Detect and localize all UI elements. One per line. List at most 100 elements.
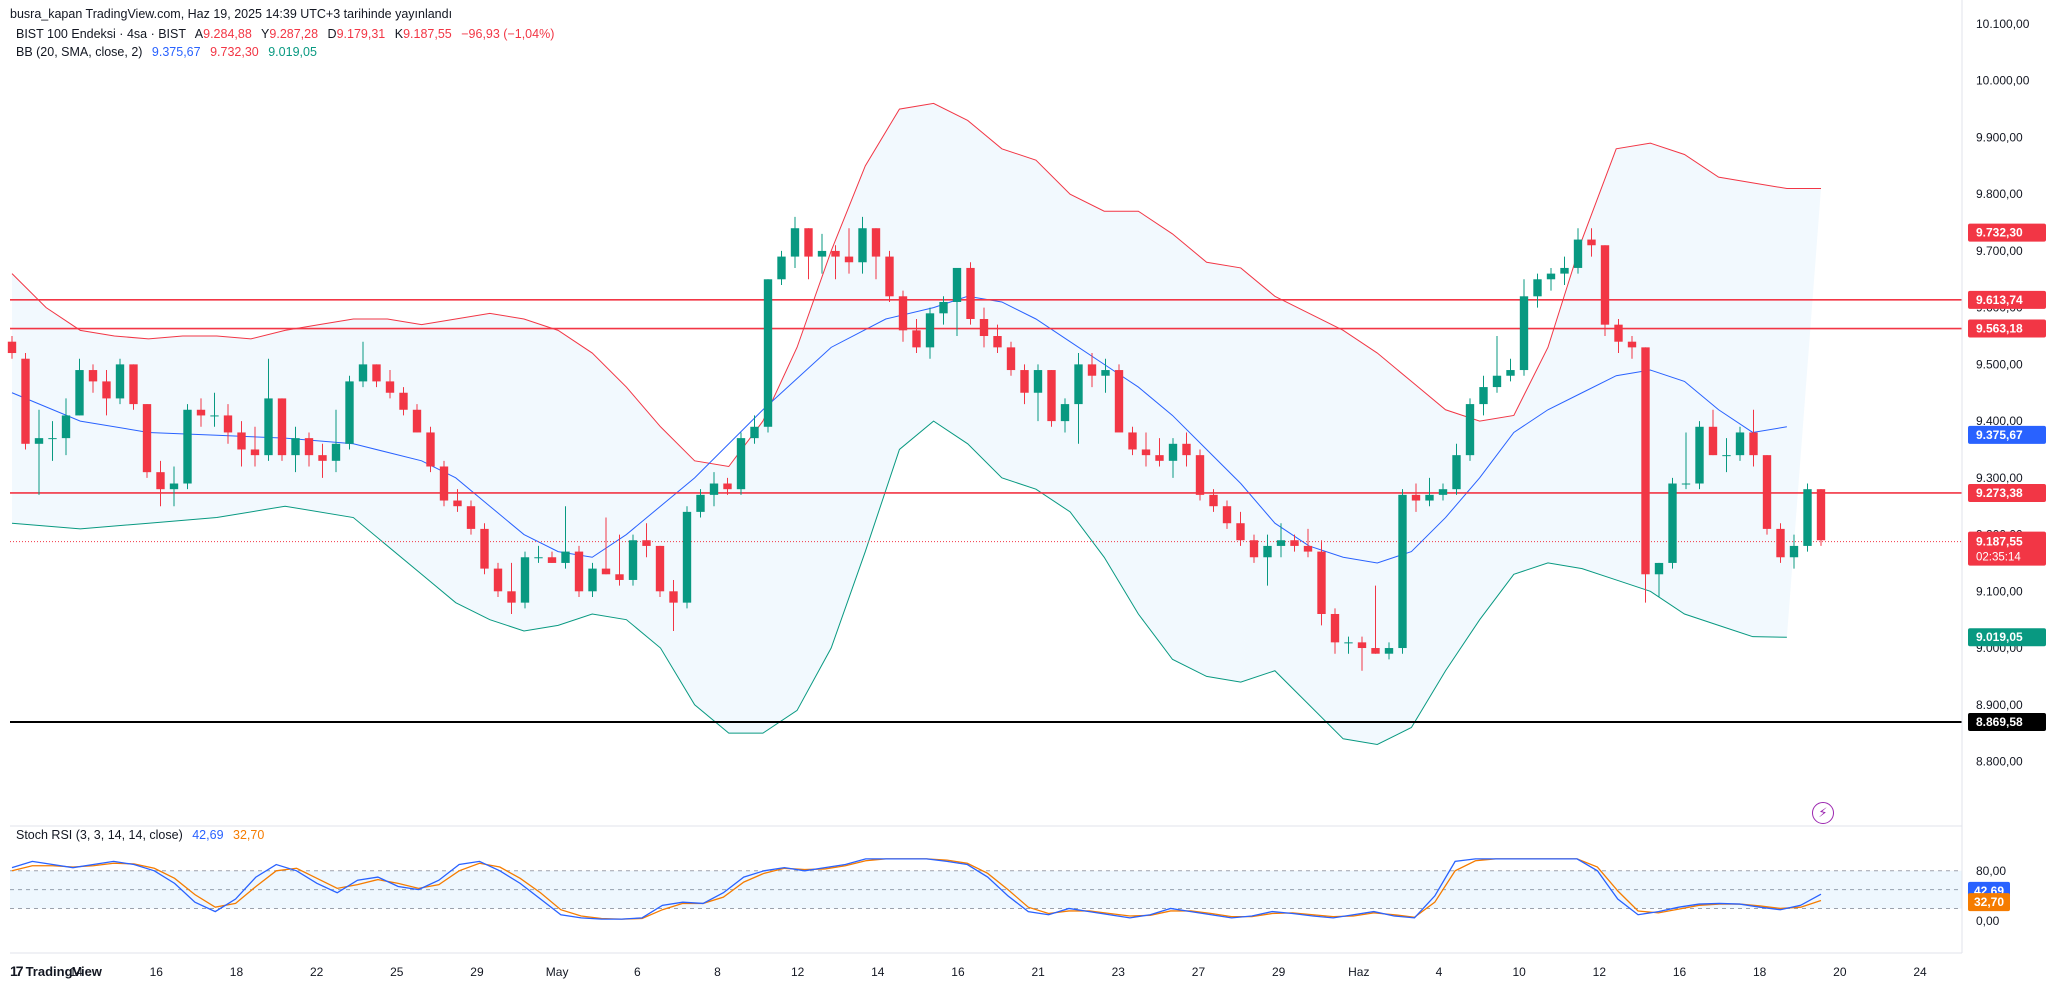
- candle[interactable]: [1762, 455, 1772, 535]
- candle[interactable]: [1384, 642, 1394, 660]
- candle[interactable]: [1681, 432, 1691, 490]
- candle[interactable]: [993, 324, 1002, 354]
- candle[interactable]: [34, 409, 44, 495]
- candle[interactable]: [574, 545, 584, 597]
- candle[interactable]: [1600, 245, 1610, 337]
- candle[interactable]: [210, 392, 219, 427]
- candle[interactable]: [1519, 279, 1529, 376]
- candle[interactable]: [615, 534, 624, 586]
- candle[interactable]: [142, 404, 152, 478]
- alert-bolt-icon[interactable]: ⚡: [1812, 802, 1834, 824]
- candle[interactable]: [1614, 318, 1623, 354]
- candle[interactable]: [601, 517, 611, 575]
- candle[interactable]: [871, 228, 881, 280]
- candle[interactable]: [223, 404, 233, 444]
- candle[interactable]: [709, 472, 719, 507]
- candle[interactable]: [1101, 358, 1110, 393]
- candle[interactable]: [48, 421, 57, 461]
- candle[interactable]: [183, 404, 192, 490]
- candle[interactable]: [466, 500, 476, 535]
- candle[interactable]: [1209, 489, 1218, 512]
- candle[interactable]: [345, 375, 354, 450]
- candle[interactable]: [939, 296, 948, 325]
- candle[interactable]: [1128, 426, 1137, 456]
- candle[interactable]: [1344, 636, 1353, 654]
- candle[interactable]: [1155, 438, 1164, 467]
- candle[interactable]: [1411, 483, 1421, 512]
- candle[interactable]: [1371, 585, 1380, 654]
- candle[interactable]: [1816, 489, 1826, 546]
- candle[interactable]: [1182, 432, 1191, 467]
- candle[interactable]: [169, 466, 179, 507]
- candle[interactable]: [979, 307, 989, 348]
- candle[interactable]: [7, 336, 17, 359]
- candle[interactable]: [844, 228, 854, 274]
- candle[interactable]: [1236, 511, 1245, 546]
- candle[interactable]: [763, 279, 773, 433]
- candle[interactable]: [1398, 489, 1407, 654]
- candle[interactable]: [898, 290, 908, 342]
- candle[interactable]: [925, 307, 935, 359]
- candle[interactable]: [1114, 364, 1124, 433]
- candle[interactable]: [412, 404, 422, 433]
- candle[interactable]: [1735, 426, 1745, 461]
- candle[interactable]: [588, 562, 597, 597]
- symbol-label[interactable]: BIST 100 Endeksi · 4sa · BIST: [16, 27, 186, 41]
- candle[interactable]: [858, 216, 867, 274]
- candle[interactable]: [1722, 438, 1731, 473]
- candle[interactable]: [520, 551, 530, 609]
- candle[interactable]: [750, 415, 759, 444]
- candle[interactable]: [547, 551, 557, 563]
- candle[interactable]: [480, 523, 489, 575]
- candle[interactable]: [399, 387, 408, 416]
- candle[interactable]: [196, 398, 206, 427]
- candle[interactable]: [372, 364, 381, 388]
- candle[interactable]: [439, 460, 449, 507]
- candle[interactable]: [277, 398, 287, 461]
- candle[interactable]: [1317, 540, 1326, 626]
- candle[interactable]: [426, 426, 435, 473]
- candle[interactable]: [358, 341, 368, 388]
- candle[interactable]: [102, 370, 111, 416]
- candle[interactable]: [1060, 398, 1070, 433]
- candle[interactable]: [669, 579, 678, 632]
- candle[interactable]: [1668, 477, 1677, 569]
- candle[interactable]: [1506, 358, 1515, 382]
- candle[interactable]: [1020, 364, 1029, 405]
- candle[interactable]: [1695, 421, 1704, 490]
- candle[interactable]: [1195, 449, 1205, 501]
- candle[interactable]: [804, 228, 813, 280]
- candle[interactable]: [1249, 534, 1259, 563]
- candle[interactable]: [966, 262, 975, 325]
- candle[interactable]: [1479, 375, 1488, 416]
- candle[interactable]: [1573, 228, 1583, 274]
- candle[interactable]: [1290, 534, 1299, 552]
- candle[interactable]: [1560, 256, 1569, 285]
- stoch-legend[interactable]: Stoch RSI (3, 3, 14, 14, close) 42,69 32…: [16, 828, 270, 842]
- candle[interactable]: [1749, 409, 1758, 467]
- candle[interactable]: [1168, 438, 1178, 478]
- candle[interactable]: [561, 506, 570, 569]
- candle[interactable]: [1452, 443, 1461, 495]
- candle[interactable]: [1492, 336, 1502, 393]
- candle[interactable]: [1789, 534, 1799, 569]
- candle[interactable]: [1087, 353, 1097, 388]
- candle[interactable]: [1074, 353, 1083, 444]
- candle[interactable]: [129, 364, 138, 410]
- candle[interactable]: [304, 432, 314, 467]
- candle[interactable]: [507, 562, 516, 614]
- candle[interactable]: [1587, 228, 1596, 257]
- candle[interactable]: [1533, 273, 1542, 308]
- candle[interactable]: [912, 318, 921, 354]
- candle[interactable]: [250, 426, 260, 467]
- candle[interactable]: [1006, 341, 1016, 376]
- candle[interactable]: [642, 523, 651, 558]
- candle[interactable]: [1033, 364, 1043, 422]
- candle[interactable]: [1438, 483, 1448, 501]
- candle[interactable]: [1776, 523, 1785, 563]
- candle[interactable]: [534, 545, 543, 563]
- bb-legend[interactable]: BB (20, SMA, close, 2) 9.375,67 9.732,30…: [16, 45, 323, 59]
- candle[interactable]: [75, 358, 84, 416]
- candle[interactable]: [493, 562, 503, 597]
